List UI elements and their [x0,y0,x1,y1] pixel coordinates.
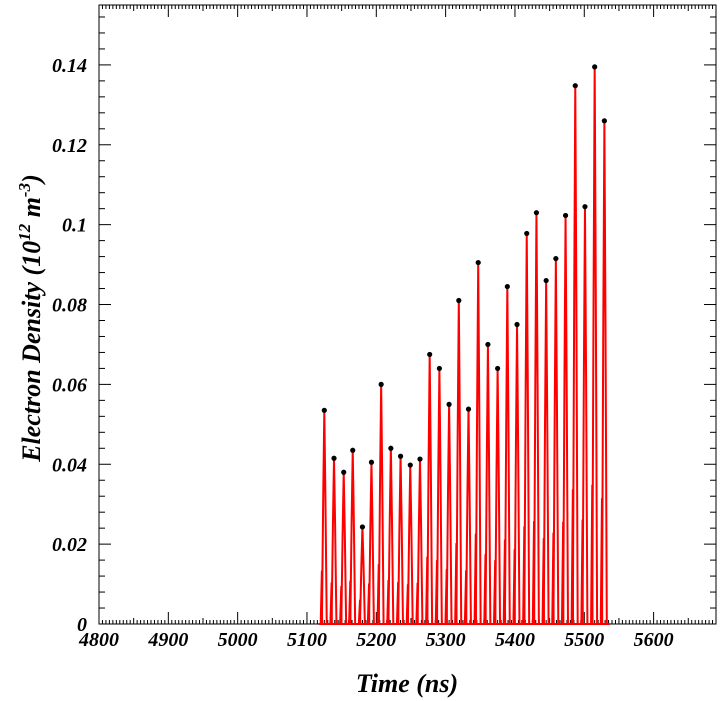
pulse-sub-line [395,582,400,625]
peak-marker [407,462,413,468]
y-axis-title: Electron Density (1012 m-3) [15,174,46,463]
pulse-sub-line [339,586,343,625]
pulse-sub-line [522,526,526,625]
x-tick-label: 5100 [287,629,327,651]
peak-marker [495,365,501,372]
peak-marker [331,455,337,461]
y-tick-label: 0 [77,614,87,636]
x-tick-label: 5400 [495,629,535,651]
pulse-series [318,65,610,625]
pulse-sub-line [434,560,439,625]
pulse-sub-line [512,549,516,625]
pulse-sub-line [560,521,565,625]
peak-marker [485,341,491,348]
x-tick-label: 5600 [634,629,674,651]
y-tick-label: 0.02 [52,534,87,556]
pulse-sub-line [444,569,448,625]
peak-marker [524,230,530,237]
y-tick-label: 0.06 [52,374,87,396]
pulse-sub-line [483,554,487,625]
y-axis-title-main: Electron Density (10 [17,241,46,463]
peak-marker [456,297,462,304]
y-tick-label: 0.08 [52,295,87,317]
x-tick-label: 5300 [426,629,466,651]
pulse-sub-line [329,582,333,625]
pulse-sub-line [357,599,362,625]
peak-marker [562,212,569,219]
plot-frame [98,4,717,625]
pulse-sub-line [599,498,604,625]
pulse-sub-line [366,583,371,625]
peak-marker [475,259,481,266]
peak-marker [397,453,404,459]
peak-marker [514,321,520,328]
pulse-sub-line [376,564,380,625]
peak-marker [350,447,356,453]
pulse-sub-line [386,580,390,625]
peak-marker [321,407,327,413]
pulse-sub-line [425,556,429,625]
peak-marker [553,255,559,262]
peak-marker [582,204,588,210]
peak-marker [465,406,472,412]
x-tick-label: 4800 [78,629,119,651]
pulse-sub-line [319,570,324,625]
pulse-sub-line [463,570,468,625]
pulse-sub-line [492,560,497,625]
y-axis-title-exp2: -3 [15,182,34,197]
peak-marker [592,64,598,70]
y-tick-labels: 0 0.02 0.04 0.06 0.08 0.1 0.12 0.14 [52,55,87,636]
y-tick-label: 0.14 [52,55,87,77]
peak-marker [427,351,433,358]
peak-marker [601,118,607,124]
y-axis-title-end: ) [17,174,46,185]
pulse-sub-line [502,539,507,625]
peak-marker [417,456,423,462]
axis-ticks [98,5,717,625]
y-tick-label: 0.04 [52,454,87,476]
peak-marker [388,445,394,451]
peak-marker [572,83,578,89]
pulse-sub-line [541,538,545,625]
pulse-sub-line [405,584,410,625]
peak-marker [533,210,540,216]
peak-marker [359,524,366,530]
pulse-sub-line [531,521,536,625]
y-tick-label: 0.1 [62,215,87,237]
pulse-sub-line [590,484,594,625]
x-tick-label: 4900 [147,629,188,651]
y-tick-label: 0.12 [52,135,87,157]
peak-marker [446,401,452,407]
peak-marker [368,459,375,465]
x-tick-label: 5200 [356,629,396,651]
pulse-sub-line [570,489,575,625]
pulse-sub-line [454,543,458,625]
x-tick-label: 5500 [564,629,604,651]
x-tick-labels: 4800 4900 5000 5100 5200 5300 5400 5500 5600 [78,629,674,651]
peak-markers [321,64,607,530]
peak-marker [378,381,384,387]
x-tick-label: 5000 [218,629,258,651]
pulse-sub-line [551,532,555,625]
peak-marker [504,283,510,290]
pulse-sub-line [415,582,419,625]
peak-marker [436,365,442,372]
pulse-sub-line [348,580,352,625]
peak-marker [543,277,549,284]
x-axis-title: Time (ns) [356,669,458,698]
y-axis-title-mid: m [17,197,46,224]
pulse-sub-line [580,519,584,625]
pulse-sub-line [473,533,478,625]
peak-marker [341,469,347,475]
y-axis-title-exp1: 12 [15,223,34,241]
